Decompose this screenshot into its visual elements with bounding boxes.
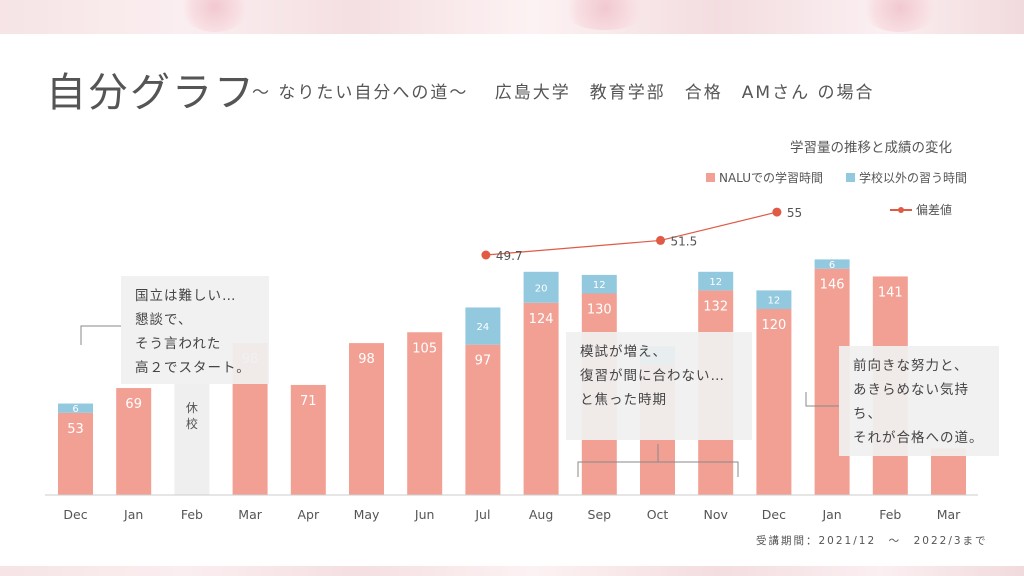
callout-connector-start xyxy=(80,325,121,345)
deviation-value-label: 55 xyxy=(787,206,802,220)
legend-swatch-other xyxy=(846,173,855,182)
bar-nalu-value: 69 xyxy=(125,397,142,412)
legend-swatch-nalu xyxy=(706,173,715,182)
bar-nalu-value: 105 xyxy=(412,341,437,356)
x-tick-label: Aug xyxy=(529,507,553,522)
x-tick-label: Dec xyxy=(762,507,786,522)
x-tick-label: Jul xyxy=(474,507,490,522)
x-tick-label: Mar xyxy=(238,507,262,522)
deviation-point xyxy=(481,250,491,260)
bar-nalu xyxy=(290,384,326,495)
bar-other-value: 6 xyxy=(829,260,835,271)
bar-other xyxy=(581,274,617,294)
legend-label-other: 学校以外の習う時間 xyxy=(859,171,968,185)
bar-nalu-value: 141 xyxy=(878,285,903,300)
deviation-value-label: 49.7 xyxy=(496,249,523,263)
callout-connector-end xyxy=(805,392,839,407)
bar-nalu-value: 124 xyxy=(529,312,554,327)
bar-other xyxy=(814,259,850,269)
annotation-note-end: 前向きな努力と、 あきらめない気持ち、 それが合格への道。 xyxy=(839,346,999,456)
bar-other xyxy=(465,307,501,345)
legend-other: 学校以外の習う時間 xyxy=(846,169,967,186)
bar-nalu xyxy=(407,332,443,495)
bar-nalu xyxy=(756,309,792,495)
legend-label-nalu: NALUでの学習時間 xyxy=(719,171,824,185)
bar-nalu-value: 120 xyxy=(761,318,786,333)
bar-nalu xyxy=(523,302,559,495)
callout-bracket-mid xyxy=(577,444,739,477)
x-tick-label: May xyxy=(354,507,380,522)
deviation-point xyxy=(772,207,782,217)
bar-nalu-value: 98 xyxy=(358,352,375,367)
x-tick-label: Apr xyxy=(297,507,319,522)
cherry-blossom-band-top xyxy=(0,0,1024,34)
bar-other-value: 12 xyxy=(768,296,781,307)
cherry-blossom-band-bottom xyxy=(0,566,1024,576)
annotation-note-mid: 模試が増え、 復習が間に合わない… と焦った時期 xyxy=(566,332,752,440)
page-subtitle: ～ なりたい自分への道～ 広島大学 教育学部 合格 AMさん の場合 xyxy=(252,83,875,103)
bar-nalu xyxy=(931,448,966,495)
deviation-point xyxy=(656,235,665,245)
bar-nalu xyxy=(349,343,384,495)
bar-nalu-value: 97 xyxy=(475,354,492,369)
deviation-value-label: 51.5 xyxy=(671,234,698,248)
bar-nalu-value: 71 xyxy=(300,394,317,409)
legend-deviation: 偏差値 xyxy=(890,201,952,218)
bar-other-value: 12 xyxy=(709,277,722,288)
page-title: 自分グラフ xyxy=(46,70,256,116)
legend-label-deviation: 偏差値 xyxy=(916,203,953,217)
x-tick-label: Sep xyxy=(588,507,612,522)
bar-other xyxy=(698,271,734,291)
bar-other xyxy=(756,290,792,309)
x-tick-label: Jan xyxy=(821,507,841,522)
x-tick-label: Mar xyxy=(937,507,961,522)
x-tick-label: Oct xyxy=(647,507,669,522)
bar-other xyxy=(58,403,93,413)
bar-other-value: 12 xyxy=(593,280,606,291)
x-tick-label: Feb xyxy=(181,507,203,522)
x-tick-label: Jun xyxy=(414,507,435,522)
bar-nalu-value: 53 xyxy=(67,422,84,437)
chart-title: 学習量の推移と成績の変化 xyxy=(790,140,952,156)
x-tick-label: Jan xyxy=(123,507,143,522)
x-tick-label: Dec xyxy=(63,507,87,522)
bar-rest-label: 休 xyxy=(186,401,198,415)
course-period-footnote: 受講期間：2021/12 ～ 2022/3まで xyxy=(756,535,988,547)
x-tick-label: Nov xyxy=(703,507,728,522)
bar-nalu-value: 132 xyxy=(703,299,728,314)
bar-rest-label: 校 xyxy=(186,416,198,431)
bar-other-value: 24 xyxy=(477,322,490,333)
legend-nalu: NALUでの学習時間 xyxy=(706,169,823,186)
bar-nalu-value: 130 xyxy=(587,303,612,318)
bar-nalu xyxy=(465,344,501,495)
bar-other-value: 6 xyxy=(72,404,78,415)
annotation-note-start: 国立は難しい… 懇談で、 そう言われた 高２でスタート。 xyxy=(121,276,269,384)
bar-other xyxy=(523,271,559,303)
bar-nalu-value: 146 xyxy=(820,278,845,293)
deviation-line xyxy=(485,211,778,256)
bar-rest xyxy=(174,384,210,495)
bar-nalu xyxy=(116,388,152,495)
bar-nalu xyxy=(58,412,93,495)
x-tick-label: Feb xyxy=(879,507,901,522)
bar-other-value: 20 xyxy=(535,283,548,294)
legend-line-deviation xyxy=(890,205,912,215)
